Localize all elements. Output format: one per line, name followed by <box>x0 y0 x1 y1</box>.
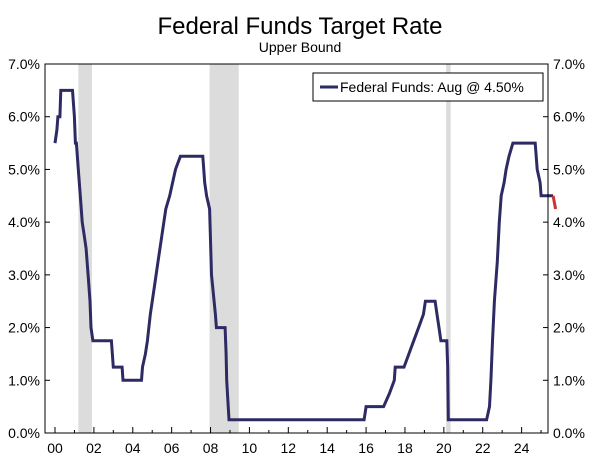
x-tick-label: 20 <box>436 440 452 456</box>
y-tick-label-left: 5.0% <box>8 161 40 177</box>
legend-label: Federal Funds: Aug @ 4.50% <box>340 79 524 95</box>
series-lines <box>53 88 558 422</box>
y-tick-label-left: 4.0% <box>8 214 40 230</box>
series-line-federal-funds <box>53 88 554 422</box>
y-tick-label-left: 3.0% <box>8 267 40 283</box>
x-tick-label: 14 <box>319 440 335 456</box>
recession-band <box>446 64 451 433</box>
x-tick-label: 24 <box>514 440 530 456</box>
plot-frame <box>44 63 549 434</box>
recession-band <box>209 64 239 433</box>
chart-subtitle: Upper Bound <box>259 39 342 55</box>
x-tick-label: 16 <box>358 440 374 456</box>
x-tick-label: 08 <box>203 440 219 456</box>
y-tick-label-right: 0.0% <box>553 425 585 441</box>
y-tick-label-left: 0.0% <box>8 425 40 441</box>
y-tick-label-right: 3.0% <box>553 267 585 283</box>
x-tick-label: 12 <box>281 440 297 456</box>
series-line-projection <box>551 195 558 210</box>
x-tick-label: 04 <box>125 440 141 456</box>
x-tick-label: 06 <box>164 440 180 456</box>
y-tick-label-right: 5.0% <box>553 161 585 177</box>
chart-title: Federal Funds Target Rate <box>157 13 442 40</box>
x-tick-label: 00 <box>47 440 63 456</box>
x-tick-label: 18 <box>397 440 413 456</box>
y-tick-label-right: 2.0% <box>553 320 585 336</box>
y-tick-label-right: 6.0% <box>553 109 585 125</box>
x-tick-label: 22 <box>475 440 491 456</box>
y-tick-label-left: 1.0% <box>8 372 40 388</box>
x-tick-label: 02 <box>86 440 102 456</box>
legend-box <box>312 72 544 102</box>
y-tick-label-left: 7.0% <box>8 56 40 72</box>
recession-bands <box>78 64 451 433</box>
y-tick-label-right: 1.0% <box>553 372 585 388</box>
legend: Federal Funds: Aug @ 4.50% <box>312 72 544 102</box>
y-tick-label-left: 6.0% <box>8 109 40 125</box>
y-tick-label-left: 2.0% <box>8 320 40 336</box>
x-tick-label: 10 <box>242 440 258 456</box>
y-tick-label-right: 4.0% <box>553 214 585 230</box>
y-tick-label-right: 7.0% <box>553 56 585 72</box>
axes: 0.0% 0.0% 1.0% 1.0% 2.0% 2.0% 3.0% 3.0% 4.0% 4.0%… <box>8 56 585 456</box>
